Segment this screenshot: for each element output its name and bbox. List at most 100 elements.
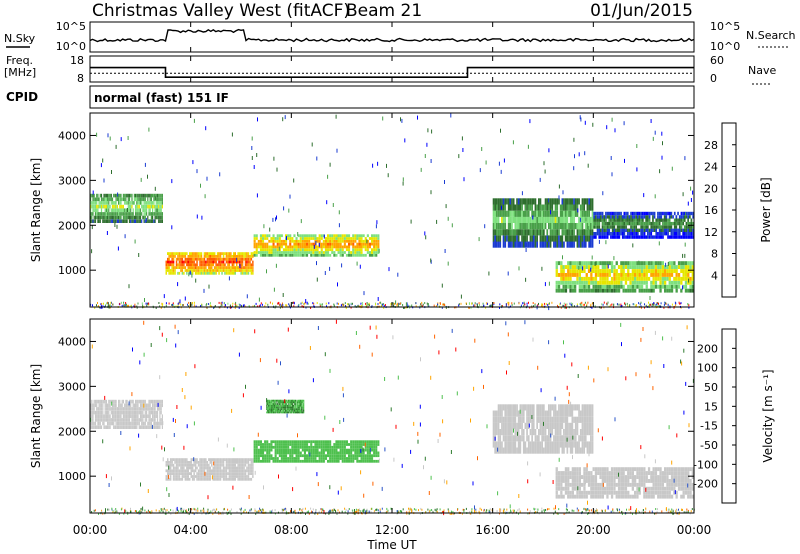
range-cell (269, 409, 271, 412)
range-cell (622, 288, 625, 293)
range-cell (282, 457, 285, 460)
range-cell (497, 198, 500, 205)
range-cell (524, 303, 526, 306)
range-cell (335, 237, 338, 240)
range-cell (318, 440, 321, 444)
range-cell (181, 255, 184, 258)
range-cell (215, 257, 217, 261)
range-cell (663, 306, 665, 309)
range-cell (652, 265, 655, 269)
range-cell (476, 303, 478, 308)
range-cell (551, 301, 553, 304)
range-cell (266, 459, 269, 463)
range-cell (501, 216, 503, 223)
range-cell (205, 461, 207, 464)
range-cell (335, 443, 338, 446)
range-cell (620, 228, 622, 232)
range-cell (158, 212, 160, 216)
range-cell (502, 223, 505, 230)
range-cell (335, 234, 338, 238)
range-cell (160, 407, 162, 411)
range-cell (687, 288, 690, 293)
range-cell (116, 410, 118, 415)
range-cell (322, 242, 325, 246)
range-cell (516, 204, 518, 211)
range-cell (120, 215, 122, 220)
range-cell (184, 477, 187, 481)
range-cell (154, 212, 156, 216)
range-cell (631, 280, 634, 285)
range-cell (553, 229, 555, 236)
range-cell (167, 472, 169, 475)
range-cell (320, 457, 323, 460)
range-cell (209, 304, 211, 307)
range-cell (194, 463, 197, 467)
range-cell (247, 252, 250, 255)
range-cell (178, 257, 181, 261)
range-cell (320, 245, 323, 249)
range-cell (193, 255, 195, 258)
range-cell (569, 273, 572, 277)
range-cell (115, 421, 117, 426)
range-cell (358, 237, 361, 240)
range-cell (587, 269, 591, 273)
range-cell (208, 463, 210, 467)
range-cell (222, 260, 225, 264)
range-cell (276, 440, 279, 444)
range-cell (159, 208, 161, 212)
range-cell (272, 242, 275, 246)
range-cell (581, 216, 584, 223)
range-cell (274, 445, 277, 449)
range-cell (324, 248, 327, 252)
range-cell (647, 232, 649, 236)
range-cell (348, 253, 351, 257)
range-cell (601, 288, 604, 293)
range-cell (293, 253, 296, 257)
range-cell (361, 302, 363, 304)
range-cell (622, 273, 625, 277)
range-cell (206, 263, 209, 267)
range-cell (130, 212, 132, 216)
range-cell (119, 403, 121, 408)
range-cell (571, 302, 573, 305)
range-cell (120, 208, 122, 212)
range-cell (293, 457, 296, 460)
range-cell (652, 276, 655, 281)
range-cell (559, 235, 562, 242)
range-cell (145, 302, 147, 305)
range-cell (360, 245, 363, 249)
range-cell (211, 271, 213, 275)
range-cell (387, 173, 389, 178)
range-cell (352, 234, 355, 238)
range-cell (274, 440, 277, 444)
range-cell (371, 234, 374, 238)
nave-tick-top: 60 (710, 54, 724, 67)
range-cell (531, 235, 533, 242)
range-cell (190, 269, 192, 272)
range-cell (269, 404, 271, 407)
range-cell (324, 440, 327, 444)
range-cell (177, 466, 179, 470)
range-cell (91, 249, 93, 254)
range-cell (252, 252, 254, 255)
nsky-tick-top: 10^5 (56, 20, 86, 33)
range-cell (544, 241, 547, 248)
range-cell (250, 477, 253, 481)
cpid-label: CPID (6, 90, 38, 104)
range-cell (133, 403, 135, 408)
range-cell (687, 211, 689, 216)
range-cell (360, 440, 363, 444)
range-cell (287, 443, 290, 446)
range-cell (331, 251, 334, 254)
nsearch-tick-top: 10^5 (710, 20, 740, 33)
range-cell (293, 251, 296, 254)
range-cell (247, 266, 250, 269)
range-cell (668, 228, 671, 232)
range-cell (276, 459, 279, 463)
range-cell (147, 425, 149, 429)
range-cell (274, 457, 277, 460)
range-cell (286, 404, 288, 407)
range-cell (190, 461, 192, 464)
range-cell (661, 276, 664, 281)
range-cell (244, 255, 247, 258)
